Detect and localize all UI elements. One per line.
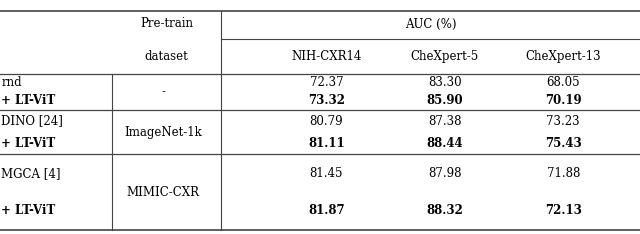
Text: 88.32: 88.32 — [426, 205, 463, 217]
Text: + LT-ViT: + LT-ViT — [1, 137, 56, 150]
Text: -: - — [161, 85, 165, 98]
Text: AUC (%): AUC (%) — [404, 18, 456, 31]
Text: CheXpert-5: CheXpert-5 — [411, 50, 479, 63]
Text: 73.23: 73.23 — [547, 115, 580, 128]
Text: rnd: rnd — [1, 76, 22, 89]
Text: MIMIC-CXR: MIMIC-CXR — [127, 186, 200, 199]
Text: 73.32: 73.32 — [308, 94, 345, 107]
Text: 75.43: 75.43 — [545, 137, 582, 150]
Text: 71.88: 71.88 — [547, 167, 580, 180]
Text: 81.11: 81.11 — [308, 137, 345, 150]
Text: DINO [24]: DINO [24] — [1, 115, 63, 128]
Text: 83.30: 83.30 — [428, 76, 461, 89]
Text: 72.13: 72.13 — [545, 205, 582, 217]
Text: 87.98: 87.98 — [428, 167, 461, 180]
Text: 81.87: 81.87 — [308, 205, 345, 217]
Text: 87.38: 87.38 — [428, 115, 461, 128]
Text: Pre-train: Pre-train — [140, 17, 193, 30]
Text: dataset: dataset — [145, 50, 188, 63]
Text: ImageNet-1k: ImageNet-1k — [124, 126, 202, 139]
Text: 68.05: 68.05 — [547, 76, 580, 89]
Text: + LT-ViT: + LT-ViT — [1, 94, 56, 107]
Text: 85.90: 85.90 — [426, 94, 463, 107]
Text: 70.19: 70.19 — [545, 94, 582, 107]
Text: 72.37: 72.37 — [310, 76, 343, 89]
Text: MGCA [4]: MGCA [4] — [1, 167, 61, 180]
Text: CheXpert-13: CheXpert-13 — [525, 50, 601, 63]
Text: 80.79: 80.79 — [310, 115, 343, 128]
Text: + LT-ViT: + LT-ViT — [1, 205, 56, 217]
Text: NIH-CXR14: NIH-CXR14 — [291, 50, 362, 63]
Text: 88.44: 88.44 — [426, 137, 463, 150]
Text: 81.45: 81.45 — [310, 167, 343, 180]
